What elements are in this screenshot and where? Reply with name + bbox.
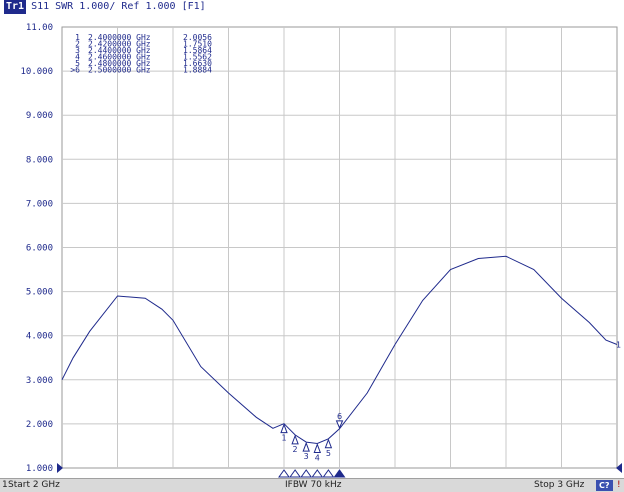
marker-table-id: >6: [70, 66, 80, 75]
marker-table-value: 2.0056: [183, 33, 212, 42]
correction-badge[interactable]: C?: [596, 480, 613, 491]
swr-trace-line: [61, 255, 618, 445]
marker-table-value: 1.5562: [183, 53, 212, 62]
trace-info: S11 SWR 1.000/ Ref 1.000 [F1]: [31, 1, 206, 12]
y-tick-label: 8.000: [26, 155, 53, 165]
marker-label: 4: [315, 453, 320, 462]
marker-table-id: 4: [75, 53, 80, 62]
trace-badge[interactable]: Tr1: [4, 0, 27, 14]
marker-table-id: 1: [75, 33, 80, 42]
marker-table-id: 3: [75, 46, 80, 55]
marker-table-id: 2: [75, 40, 80, 49]
start-frequency[interactable]: Start 2 GHz: [8, 480, 60, 490]
ifbw-setting[interactable]: IFBW 70 kHz: [285, 480, 342, 490]
marker-table-value: 1.8884: [183, 66, 212, 75]
marker-table-frequency: 2.4600000 GHz: [88, 53, 151, 62]
marker-active-triangle: [335, 420, 344, 430]
marker-label: 6: [337, 412, 342, 421]
marker-label: 2: [293, 445, 298, 454]
channel-number: 1: [2, 480, 8, 490]
swr-chart: 1.000 2.000 3.000 4.000 5.000 6.000 7.000 8.000…: [20, 23, 622, 478]
y-tick-label: 3.000: [26, 376, 53, 386]
marker-strip-triangle: [300, 469, 313, 478]
warning-indicator: !: [617, 480, 621, 490]
marker-triangle: [302, 441, 310, 452]
y-tick-label: 6.000: [26, 244, 53, 254]
stop-frequency[interactable]: Stop 3 GHz: [534, 480, 585, 490]
marker-label: 5: [326, 449, 331, 458]
y-tick-label: 7.000: [26, 199, 53, 209]
reference-arrow-right: [616, 463, 622, 473]
marker-strip-triangle: [322, 469, 335, 478]
marker-table-id: 5: [75, 59, 80, 68]
marker-table-value: 1.5864: [183, 46, 212, 55]
y-tick-label: 11.00: [26, 23, 53, 33]
marker-strip-triangle: [278, 469, 290, 478]
marker-triangle: [313, 443, 322, 453]
marker-table-frequency: 2.4400000 GHz: [88, 46, 151, 55]
marker-table-frequency: 2.4000000 GHz: [88, 33, 151, 42]
trace-header: Tr1 S11 SWR 1.000/ Ref 1.000 [F1]: [0, 0, 624, 14]
marker-strip-triangle: [333, 469, 346, 478]
marker-label: 3: [304, 452, 309, 461]
status-bar: 1 Start 2 GHz IFBW 70 kHz Stop 3 GHz C? …: [0, 478, 624, 492]
y-tick-label: 2.000: [26, 420, 53, 430]
marker-table-frequency: 2.5000000 GHz: [88, 66, 151, 75]
marker-table-frequency: 2.4200000 GHz: [88, 40, 151, 49]
y-tick-label: 1.000: [26, 464, 53, 474]
y-tick-label: 10.000: [20, 67, 53, 77]
y-tick-label: 5.000: [26, 288, 53, 298]
marker-label: 1: [281, 434, 286, 443]
marker-table-value: 1.7510: [183, 40, 212, 49]
trace-end-label: 1: [616, 341, 621, 350]
marker-triangle: [324, 438, 333, 449]
marker-strip-triangle: [289, 469, 302, 478]
marker-table-frequency: 2.4800000 GHz: [88, 59, 151, 68]
marker-strip-triangle: [311, 469, 324, 478]
marker-triangle: [280, 423, 288, 434]
marker-triangle: [291, 434, 299, 445]
y-tick-label: 9.000: [26, 111, 53, 121]
y-tick-label: 4.000: [26, 332, 53, 342]
marker-table-value: 1.6630: [183, 59, 212, 68]
reference-arrow-left: [57, 463, 63, 473]
